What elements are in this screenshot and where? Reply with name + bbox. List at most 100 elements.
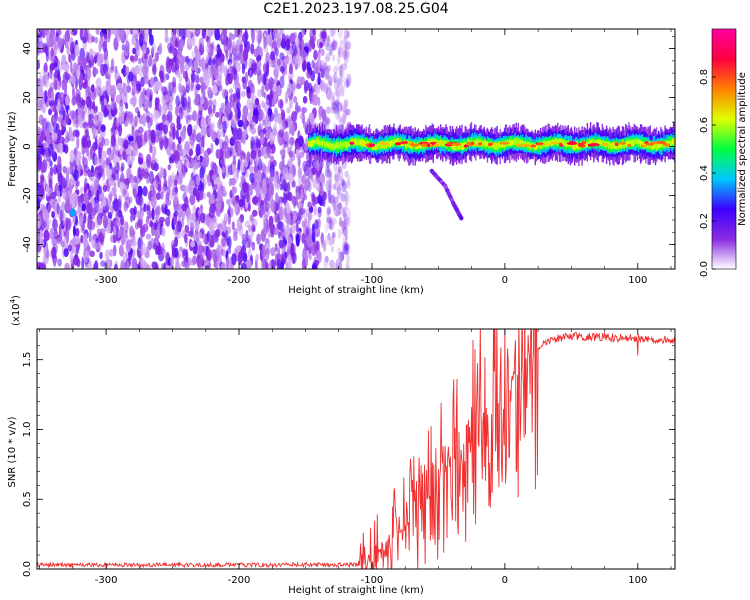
noise-cell xyxy=(209,193,216,205)
noise-cell xyxy=(108,191,113,204)
noise-cell xyxy=(301,220,306,228)
noise-cell xyxy=(334,89,340,97)
noise-cell xyxy=(200,116,206,130)
noise-cell xyxy=(342,226,348,236)
noise-cell xyxy=(223,36,229,44)
noise-cell xyxy=(93,186,97,198)
noise-cell xyxy=(256,67,262,77)
noise-cell xyxy=(153,162,159,172)
noise-cell xyxy=(48,108,52,116)
noise-cell xyxy=(281,38,285,49)
noise-cell xyxy=(186,214,192,226)
noise-cell xyxy=(243,47,249,62)
noise-cell xyxy=(342,225,347,237)
noise-cell xyxy=(164,204,168,216)
noise-cell xyxy=(343,213,349,227)
noise-cell xyxy=(154,110,160,120)
noise-cell xyxy=(331,91,336,100)
noise-cell xyxy=(342,37,348,46)
noise-cell xyxy=(325,167,330,178)
noise-cell xyxy=(150,129,156,144)
noise-cell xyxy=(231,163,236,173)
noise-cell xyxy=(165,73,170,81)
noise-cell xyxy=(49,166,54,176)
noise-cell xyxy=(155,238,159,246)
noise-cell xyxy=(89,149,94,160)
noise-cell xyxy=(61,63,67,71)
noise-cell xyxy=(186,101,191,114)
noise-cell xyxy=(328,215,334,226)
noise-cell xyxy=(251,244,256,252)
noise-cell xyxy=(217,188,222,198)
noise-cell xyxy=(161,103,168,114)
noise-cell xyxy=(230,115,237,128)
noise-cell xyxy=(256,169,262,183)
noise-cell xyxy=(333,196,339,204)
noise-cell xyxy=(317,206,322,214)
noise-cell xyxy=(207,86,212,98)
noise-cell xyxy=(328,236,333,247)
noise-cell xyxy=(105,249,110,261)
noise-cell xyxy=(54,36,60,50)
noise-cell xyxy=(321,241,325,248)
noise-cell xyxy=(178,75,183,83)
noise-cell xyxy=(326,212,330,222)
noise-cell xyxy=(249,172,255,183)
noise-cell xyxy=(168,156,173,164)
noise-cell xyxy=(291,55,297,66)
noise-cell xyxy=(337,168,340,183)
noise-cell xyxy=(337,29,343,39)
noise-cell xyxy=(295,101,299,116)
noise-cell xyxy=(335,209,341,217)
noise-cell xyxy=(343,182,348,190)
noise-cell xyxy=(101,136,105,145)
noise-cell xyxy=(62,106,66,121)
noise-cell xyxy=(148,170,155,184)
noise-cell xyxy=(42,208,49,222)
noise-cell xyxy=(204,173,208,186)
noise-cell xyxy=(51,246,57,259)
noise-cell xyxy=(82,235,88,249)
noise-cell xyxy=(163,136,169,150)
noise-cell xyxy=(216,43,221,54)
noise-cell xyxy=(71,197,76,208)
noise-cell xyxy=(151,207,155,221)
noise-cell xyxy=(170,193,174,200)
noise-cell xyxy=(324,255,329,263)
noise-cell xyxy=(70,75,76,85)
noise-cell xyxy=(191,50,196,59)
noise-cell xyxy=(207,99,213,107)
noise-cell xyxy=(342,45,346,59)
noise-cell xyxy=(100,260,106,267)
noise-cell xyxy=(131,36,136,46)
noise-cell xyxy=(235,61,241,73)
noise-cell xyxy=(96,189,100,200)
noise-cell xyxy=(273,227,280,235)
noise-cell xyxy=(248,125,253,132)
noise-cell xyxy=(95,77,102,88)
noise-cell xyxy=(174,38,178,48)
signal-cell xyxy=(400,141,409,145)
noise-cell xyxy=(344,59,347,67)
noise-cell xyxy=(97,240,102,249)
noise-cell xyxy=(50,191,57,200)
noise-cell xyxy=(343,29,349,39)
noise-cell xyxy=(169,95,173,103)
noise-cell xyxy=(37,140,42,151)
noise-cell xyxy=(125,29,130,36)
noise-cell xyxy=(72,95,77,105)
noise-cell xyxy=(88,113,94,120)
noise-cell xyxy=(308,112,315,123)
noise-cell xyxy=(185,248,189,263)
noise-cell xyxy=(131,125,135,136)
noise-cell xyxy=(212,84,218,95)
signal-cell xyxy=(619,141,626,145)
noise-cell xyxy=(332,100,337,114)
noise-cell xyxy=(268,32,273,47)
noise-cell xyxy=(345,233,348,241)
noise-cell xyxy=(145,129,151,142)
noise-cell xyxy=(202,89,206,101)
noise-cell xyxy=(264,83,270,92)
noise-cell xyxy=(192,205,197,215)
noise-cell xyxy=(159,191,164,200)
